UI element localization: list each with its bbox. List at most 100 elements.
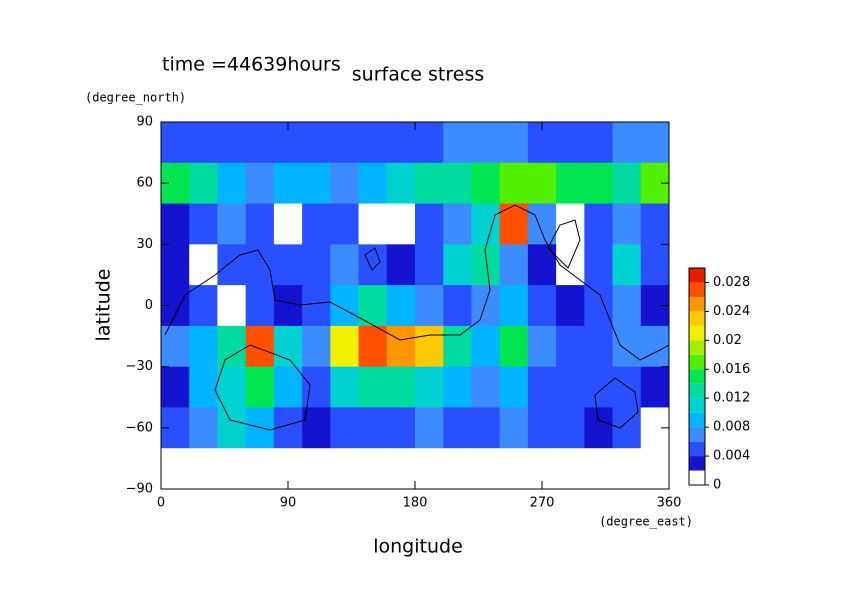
field-cell [471,203,501,245]
y-tick-label: 0 [145,298,153,313]
field-cell [189,122,218,164]
colorbar-swatch [689,470,705,485]
field-cell [612,407,642,449]
field-cell [640,448,670,490]
field-cell [302,162,331,205]
x-axis-label: longitude [373,536,463,558]
field-cell [217,162,247,205]
field-cell [273,366,303,408]
colorbar-swatch [689,340,705,355]
field-cell [415,244,444,286]
field-cell [217,203,247,245]
field-cell [245,448,275,490]
colorbar-tick-label: 0.004 [713,449,750,464]
field-cell [358,203,388,245]
colorbar-swatch [689,354,705,370]
field-cell [443,162,472,205]
y-tick-label: 60 [136,176,153,191]
field-cell [584,122,614,164]
coastline [164,204,670,361]
field-cell [358,244,388,286]
field-cell [245,122,275,164]
field-cell [584,203,614,245]
field-cell [273,244,303,286]
field-cell [556,244,585,286]
colorbar-tick-label: 0.016 [713,362,750,377]
field-cell [302,448,331,490]
field-cell [612,122,642,164]
field-cell [273,162,303,205]
colorbar-swatch [689,325,705,341]
field-cell [358,407,388,449]
field-cell [471,325,501,368]
coastline [214,344,311,431]
x-tick-label: 360 [657,496,682,511]
field-cell [415,366,444,408]
field-cell [217,366,247,408]
field-cell [189,366,218,408]
field-cell [527,285,557,327]
field-cell [415,122,444,164]
field-cell [584,366,614,408]
y-tick-label: 30 [136,237,153,252]
field-cell [330,285,360,327]
field-cell [330,162,360,205]
y-tick-label: −60 [126,420,153,435]
x-tick-label: 180 [403,496,428,511]
field-cell [161,203,190,245]
annotation: time =44639hours [162,54,341,76]
field-cell [415,203,444,245]
field-cell [415,407,444,449]
field-cell [245,325,275,368]
field-cell [330,407,360,449]
field-cell [330,122,360,164]
field-cell [584,244,614,286]
field-cell [217,325,247,368]
field-cell [245,244,275,286]
field-cell [161,366,190,408]
field-cell [443,203,472,245]
field-cell [612,448,642,490]
field-cell [556,162,585,205]
field-cell [358,366,388,408]
field-cell [527,366,557,408]
field-cell [189,244,218,286]
field-cell [217,122,247,164]
field-cell [358,285,388,327]
field-cell [217,407,247,449]
field-cell [640,122,670,164]
field-cell [217,448,247,490]
field-cell [358,325,388,368]
field-cell [471,244,501,286]
field-cell [499,122,529,164]
field-cell [584,448,614,490]
field-cell [612,285,642,327]
field-cell [302,122,331,164]
field-cell [358,448,388,490]
field-cell [386,325,416,368]
field-cell [443,285,472,327]
colorbar-swatch [689,296,705,312]
field-cell [189,407,218,449]
field-cell [302,366,331,408]
x-tick-label: 0 [157,496,165,511]
field-cell [386,407,416,449]
colorbar-tick-label: 0.02 [713,333,742,348]
colorbar-tick-label: 0.008 [713,420,750,435]
colorbar-swatch [689,427,705,442]
field-cell [302,407,331,449]
field-cell [358,122,388,164]
field-cell [415,448,444,490]
field-cell [386,162,416,205]
field-cell [499,325,529,368]
colorbar-tick-label: 0.012 [713,391,750,406]
field-cell [499,407,529,449]
field-cell [499,244,529,286]
field-cell [330,244,360,286]
field-cell [189,162,218,205]
x-tick-label: 90 [280,496,297,511]
field-cell [471,366,501,408]
field-cell [584,407,614,449]
field-cell [527,325,557,368]
field-cell [161,448,190,490]
